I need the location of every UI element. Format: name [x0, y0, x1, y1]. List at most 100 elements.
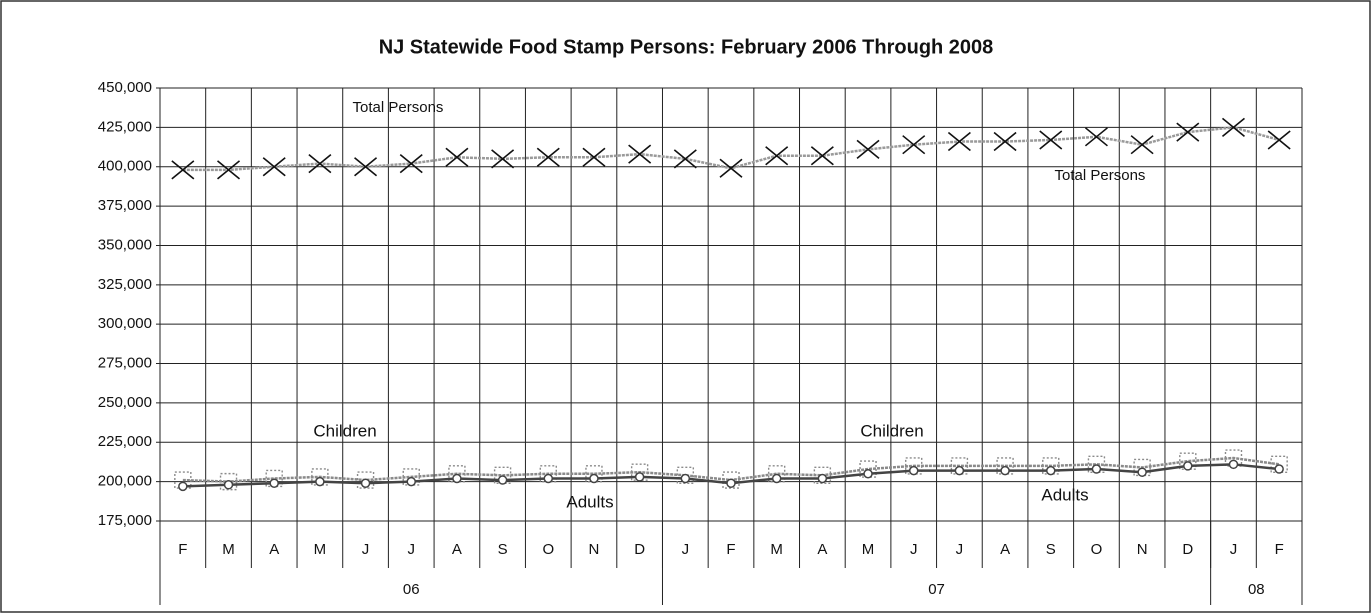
marker	[219, 472, 238, 491]
marker	[1046, 465, 1056, 476]
marker-stroke	[308, 153, 332, 174]
x-tick-label: D	[634, 541, 645, 558]
marker	[445, 147, 469, 167]
marker	[954, 465, 965, 476]
group-label: 07	[928, 581, 945, 598]
marker-stroke	[628, 144, 652, 164]
marker	[491, 149, 515, 169]
marker	[628, 144, 652, 164]
marker	[589, 473, 599, 484]
series-label: Total Persons	[353, 99, 444, 116]
x-tick-label: M	[314, 541, 327, 558]
marker	[497, 475, 508, 485]
marker-stroke	[1130, 135, 1154, 155]
marker	[356, 471, 375, 489]
y-tick-label: 300,000	[98, 315, 152, 332]
marker	[856, 139, 880, 160]
marker	[178, 481, 188, 492]
marker	[1274, 464, 1284, 474]
y-tick-label: 350,000	[98, 236, 152, 253]
marker-stroke	[354, 157, 378, 177]
group-label: 08	[1248, 581, 1265, 598]
marker	[817, 473, 828, 484]
marker-stroke	[1221, 117, 1245, 137]
x-tick-label: M	[222, 541, 235, 558]
y-tick-label: 325,000	[98, 276, 152, 293]
marker	[1000, 465, 1010, 476]
marker	[582, 147, 606, 167]
marker-stroke	[262, 157, 286, 177]
marker	[360, 478, 371, 488]
marker	[269, 478, 279, 488]
marker	[452, 473, 462, 484]
marker-stroke	[399, 153, 423, 174]
marker	[1176, 122, 1200, 142]
marker	[308, 153, 332, 174]
x-tick-label: F	[1275, 541, 1284, 558]
marker-stroke	[171, 160, 195, 180]
marker-stroke	[810, 146, 834, 166]
x-tick-label: J	[956, 541, 964, 558]
marker-stroke	[1039, 130, 1063, 150]
x-tick-label: J	[1230, 541, 1238, 558]
marker-stroke	[765, 146, 789, 166]
marker	[536, 147, 560, 167]
chart-title: NJ Statewide Food Stamp Persons: Februar…	[379, 36, 994, 58]
marker	[902, 135, 926, 155]
marker	[634, 472, 645, 482]
marker	[217, 160, 241, 180]
x-tick-label: F	[726, 541, 735, 558]
marker	[676, 466, 695, 485]
marker	[863, 469, 873, 479]
x-tick-label: A	[1000, 541, 1010, 558]
series-label: Children	[860, 421, 923, 440]
x-tick-label: M	[770, 541, 783, 558]
x-tick-label: A	[269, 541, 279, 558]
x-tick-label: J	[407, 541, 415, 558]
y-tick-label: 250,000	[98, 394, 152, 411]
marker	[1130, 135, 1154, 155]
series-label: Adults	[1041, 485, 1088, 504]
marker	[171, 160, 195, 180]
marker	[1221, 117, 1245, 137]
marker-stroke	[491, 149, 515, 169]
series-label: Adults	[566, 492, 613, 511]
marker-stroke	[445, 147, 469, 167]
marker	[1084, 127, 1108, 147]
marker	[543, 473, 554, 484]
group-label: 06	[403, 581, 420, 598]
y-tick-label: 425,000	[98, 118, 152, 135]
marker-stroke	[1267, 130, 1291, 150]
marker	[399, 153, 423, 174]
y-tick-label: 200,000	[98, 473, 152, 490]
marker-stroke	[902, 135, 926, 155]
x-tick-label: A	[452, 541, 462, 558]
series-label: Total Persons	[1055, 167, 1146, 184]
marker-stroke	[993, 131, 1017, 152]
series-label: Children	[313, 421, 376, 440]
marker-stroke	[719, 158, 743, 178]
x-tick-label: J	[910, 541, 918, 558]
marker	[680, 473, 691, 484]
marker	[771, 473, 782, 484]
x-tick-label: S	[498, 541, 508, 558]
marker	[813, 466, 832, 485]
y-tick-label: 450,000	[98, 79, 152, 96]
y-tick-label: 375,000	[98, 197, 152, 214]
marker	[810, 146, 834, 166]
marker	[223, 480, 234, 490]
marker	[908, 465, 919, 476]
x-tick-label: A	[817, 541, 827, 558]
marker-stroke	[856, 139, 880, 160]
marker	[1137, 467, 1147, 477]
x-tick-label: J	[362, 541, 370, 558]
marker	[1183, 461, 1193, 471]
marker	[765, 146, 789, 166]
y-tick-label: 175,000	[98, 512, 152, 529]
y-tick-label: 275,000	[98, 355, 152, 372]
marker	[406, 476, 416, 487]
marker	[1228, 459, 1239, 470]
x-tick-label: M	[862, 541, 875, 558]
